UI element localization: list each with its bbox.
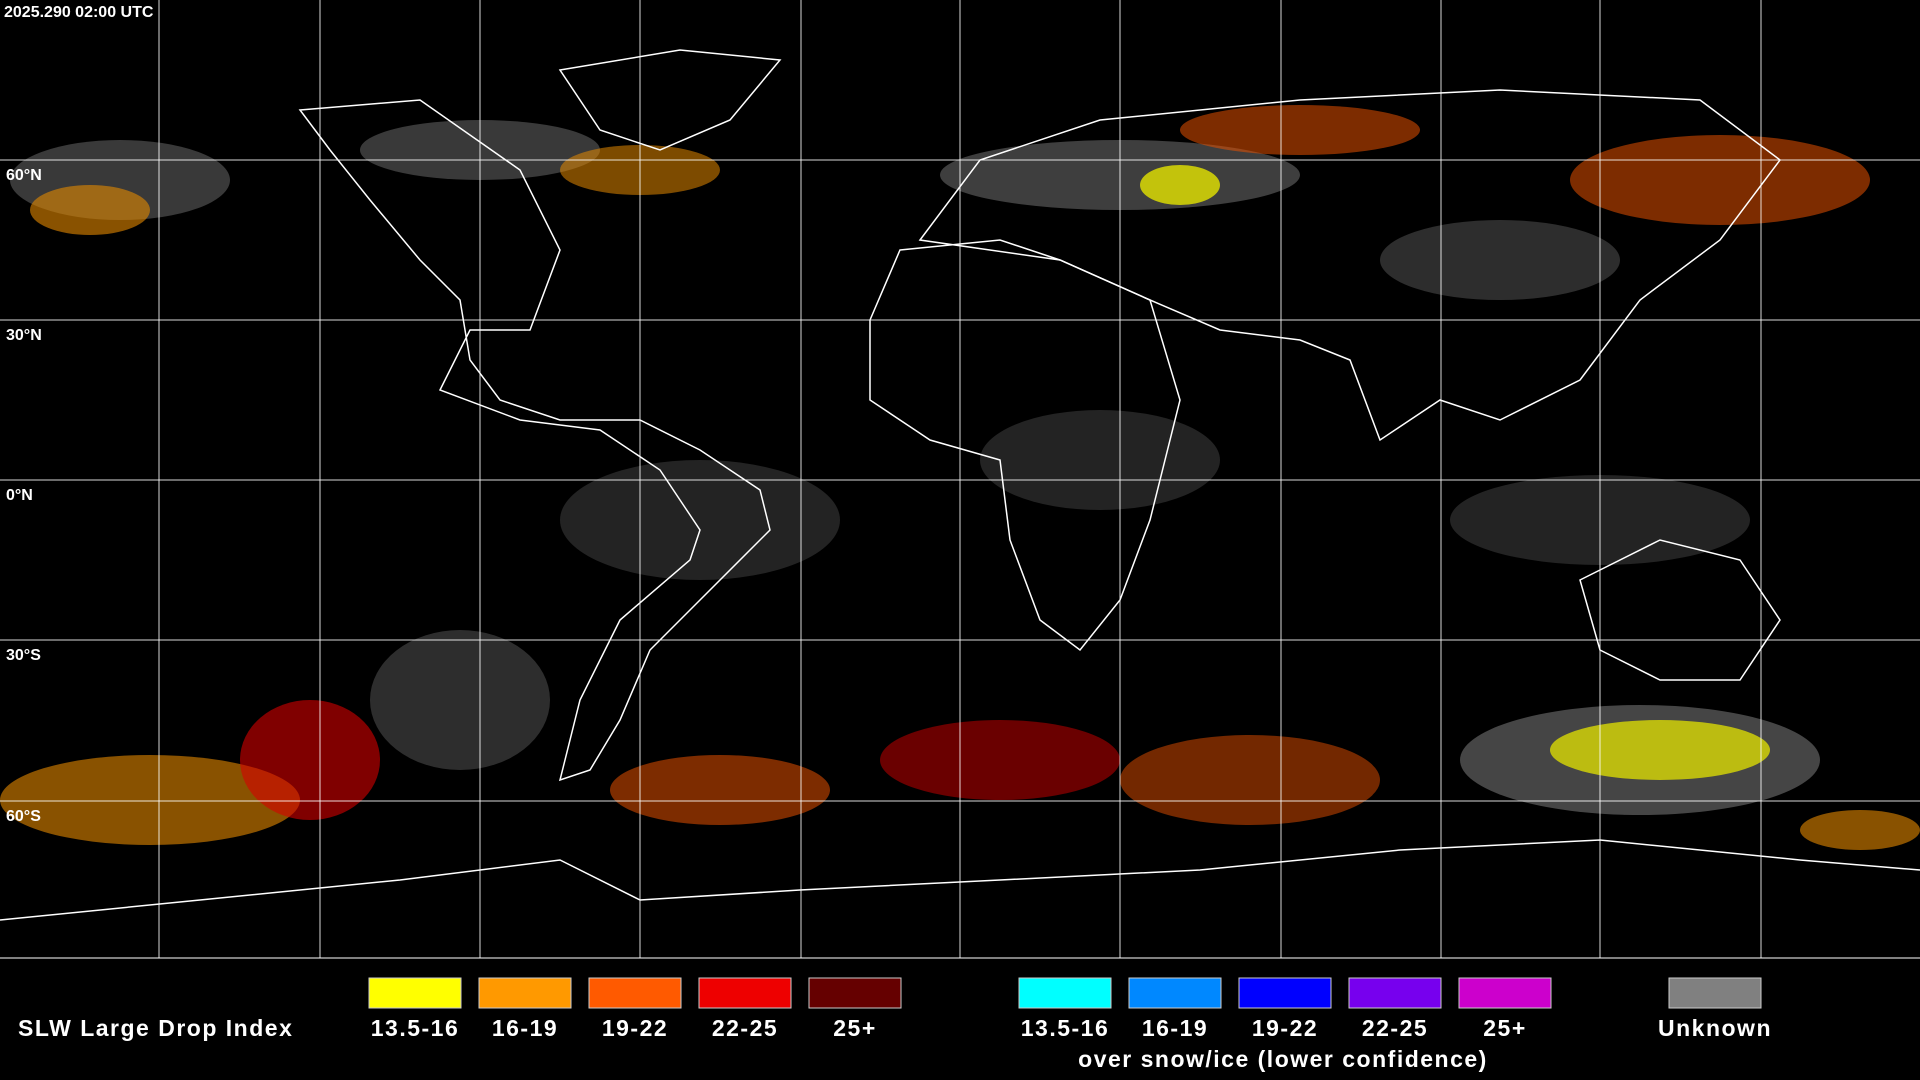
cloud-patch <box>880 720 1120 800</box>
legend-swatch <box>1348 977 1442 1009</box>
australia-outline <box>1579 539 1781 681</box>
legend-swatch <box>588 977 682 1009</box>
legend-label: 16-19 <box>492 1015 558 1041</box>
legend-swatch <box>1668 977 1762 1009</box>
legend: SLW Large Drop Index over snow/ice (lowe… <box>18 977 1772 1072</box>
legend-swatch <box>1018 977 1112 1009</box>
cloud-patch <box>980 410 1220 510</box>
legend-label: 22-25 <box>712 1015 778 1041</box>
legend-label: 19-22 <box>602 1015 668 1041</box>
legend-label: Unknown <box>1658 1015 1772 1041</box>
latitude-label: 30°S <box>6 647 41 664</box>
cloud-patch <box>1800 810 1920 850</box>
graticule: 60°N 30°N 0°N 30°S 60°S <box>0 0 1920 958</box>
americas-outline <box>298 99 771 782</box>
cloud-patch <box>30 185 150 235</box>
latitude-label: 60°S <box>6 808 41 825</box>
legend-label: 22-25 <box>1362 1015 1428 1041</box>
antarctica-outline <box>0 839 1920 921</box>
greenland-outline <box>558 49 782 151</box>
cloud-patch <box>1570 135 1870 225</box>
legend-label: 19-22 <box>1252 1015 1318 1041</box>
cloud-patch <box>1180 105 1420 155</box>
cloud-patch <box>610 755 830 825</box>
timestamp: 2025.290 02:00 UTC <box>4 4 154 21</box>
legend-swatch <box>1458 977 1552 1009</box>
eurasia-outline <box>918 89 1782 442</box>
cloud-patch <box>1550 720 1770 780</box>
legend-title: SLW Large Drop Index <box>18 1015 293 1041</box>
legend-swatch <box>478 977 572 1009</box>
legend-label: 25+ <box>1483 1015 1527 1041</box>
legend-swatch <box>808 977 902 1009</box>
cloud-patch <box>560 460 840 580</box>
latitude-label: 60°N <box>6 167 42 184</box>
legend-label: 13.5-16 <box>371 1015 460 1041</box>
latitude-label: 30°N <box>6 327 42 344</box>
latitude-label: 0°N <box>6 487 33 504</box>
cloud-field <box>0 105 1920 850</box>
legend-swatch <box>698 977 792 1009</box>
cloud-patch <box>1140 165 1220 205</box>
cloud-patch <box>0 755 300 845</box>
coastlines <box>0 49 1920 921</box>
cloud-patch <box>1120 735 1380 825</box>
cloud-patch <box>240 700 380 820</box>
cloud-patch <box>1380 220 1620 300</box>
legend-swatch <box>1238 977 1332 1009</box>
legend-label: 16-19 <box>1142 1015 1208 1041</box>
cloud-patch <box>370 630 550 770</box>
legend-label: 25+ <box>833 1015 877 1041</box>
legend-swatch <box>368 977 462 1009</box>
legend-swatch <box>1128 977 1222 1009</box>
legend-label: 13.5-16 <box>1021 1015 1110 1041</box>
snow-ice-caption: over snow/ice (lower confidence) <box>1078 1046 1488 1072</box>
